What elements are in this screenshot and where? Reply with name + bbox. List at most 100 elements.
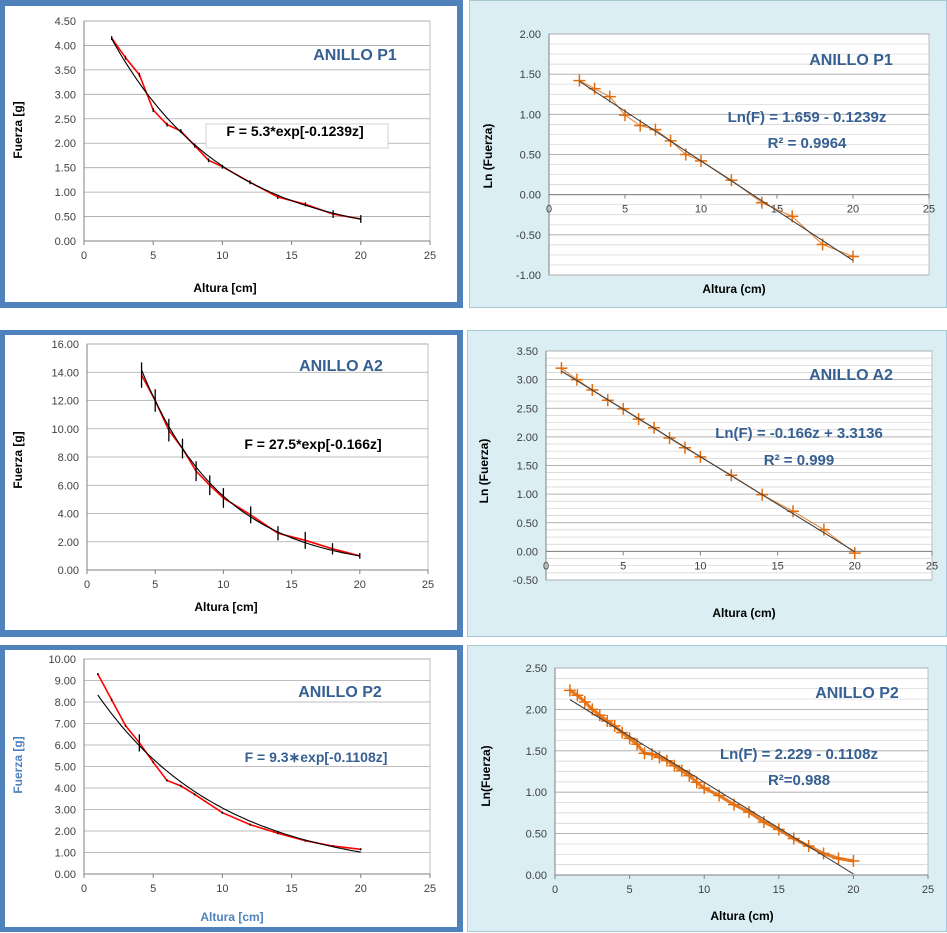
data-line	[111, 37, 361, 220]
x-tick-labels: 0 5 10 15 20 25	[81, 874, 436, 895]
r-squared: R² = 0.999	[764, 452, 834, 469]
regression-equation: Ln(F) = 2.229 - 0.1108z	[720, 746, 878, 763]
series-line	[561, 370, 856, 553]
series-fit	[97, 694, 361, 853]
y-tick-label: 2.00	[55, 138, 76, 150]
x-tick-label: 25	[926, 560, 938, 572]
x-tick-label: 25	[422, 579, 434, 591]
x-tick-label: 10	[698, 884, 710, 896]
chart-svg: -0.50 0.00 0.50 1.00 1.50 2.00 2.50 3.00 3.50 0 5 1…	[477, 346, 938, 620]
fit-equation: F = 27.5*exp[-0.166z]	[244, 436, 381, 452]
y-tick-label: 0.00	[58, 565, 79, 577]
regression-equation: Ln(F) = -0.166z + 3.3136	[715, 425, 883, 442]
x-tick-label: 5	[620, 560, 626, 572]
x-tick-label: 15	[285, 883, 297, 895]
chart-svg: 0.00 2.00 4.00 6.00 8.00 10.00 12.00 14.00 16.00…	[5, 335, 457, 630]
annotation-box	[205, 123, 389, 149]
y-tick-label: 6.00	[55, 740, 76, 752]
y-tick-label: 2.00	[58, 537, 79, 549]
x-tick-label: 15	[285, 250, 297, 262]
x-tick-label: 20	[849, 560, 861, 572]
y-axis-label: Ln(Fuerza)	[479, 745, 493, 806]
y-tick-label: 4.00	[55, 40, 76, 52]
gridlines	[555, 667, 928, 876]
x-tick-labels: 0 5 10 15 20 25	[552, 875, 934, 896]
x-tick-label: 0	[84, 579, 90, 591]
y-tick-label: 3.50	[55, 65, 76, 77]
chart-title: ANILLO A2	[299, 358, 383, 375]
y-tick-label: 0.00	[55, 236, 76, 248]
chart-panel-ln-p2: 0.00 0.50 1.00 1.50 2.00 2.50 0 5 10 15 20 25 ANILLO…	[467, 645, 947, 932]
y-tick-label: 1.00	[55, 848, 76, 860]
y-tick-label: 8.00	[55, 697, 76, 709]
x-tick-label: 5	[627, 884, 633, 896]
y-tick-label: 1.50	[55, 163, 76, 175]
y-tick-label: 4.00	[58, 509, 79, 521]
y-tick-labels: -0.50 0.00 0.50 1.00 1.50 2.00 2.50 3.00 3.50	[513, 346, 538, 587]
x-axis-label: Altura (cm)	[712, 606, 775, 620]
y-tick-label: 10.00	[48, 654, 76, 666]
y-tick-label: 6.00	[58, 480, 79, 492]
x-axis-label: Altura (cm)	[710, 909, 773, 923]
x-tick-labels: 0 5 10 15 20 25	[543, 551, 938, 572]
fit-equation: F = 5.3*exp[-0.1239z]	[226, 123, 363, 139]
x-tick-label: 25	[424, 250, 436, 262]
chart-title: ANILLO P2	[298, 684, 382, 701]
x-tick-label: 20	[355, 250, 367, 262]
x-tick-label: 20	[847, 204, 859, 216]
chart-svg: 0.00 0.50 1.00 1.50 2.00 2.50 3.00 3.50 4.00 4.50…	[5, 6, 457, 302]
fit-curve	[141, 369, 360, 557]
x-axis-label: Altura (cm)	[702, 282, 765, 296]
x-tick-label: 0	[552, 884, 558, 896]
chart-panel-ln-a2: -0.50 0.00 0.50 1.00 1.50 2.00 2.50 3.00 3.50 0 5 1…	[467, 330, 947, 637]
y-tick-label: 4.00	[55, 783, 76, 795]
y-tick-labels: -1.00 -0.50 0.00 0.50 1.00 1.50 2.00	[516, 29, 541, 282]
x-tick-label: 0	[543, 560, 549, 572]
y-tick-label: 8.00	[58, 452, 79, 464]
chart-svg: 0.00 1.00 2.00 3.00 4.00 5.00 6.00 7.00 8.00 9.00…	[5, 650, 457, 927]
y-tick-labels: 0.00 0.50 1.00 1.50 2.00 2.50 3.00 3.50 4.00 4.50	[55, 16, 76, 248]
data-line	[140, 374, 361, 557]
y-tick-label: 7.00	[55, 719, 76, 731]
x-tick-label: 25	[922, 884, 934, 896]
fit-curve	[97, 694, 361, 853]
chart-svg: -1.00-0.500.000.501.001.502.000 5 10 15 20 25…	[481, 29, 935, 296]
y-tick-label: 3.50	[517, 346, 538, 358]
fit-equation: F = 9.3∗exp[-0.1108z]	[245, 749, 388, 765]
y-tick-label: 0.50	[526, 829, 547, 841]
x-tick-label: 5	[150, 883, 156, 895]
x-tick-label: 5	[152, 579, 158, 591]
y-tick-label: 0.00	[517, 546, 538, 558]
y-tick-label: 4.50	[55, 16, 76, 28]
y-tick-labels: 0.00 0.50 1.00 1.50 2.00 2.50	[526, 663, 547, 882]
x-tick-label: 10	[216, 250, 228, 262]
data-line	[579, 80, 854, 258]
fit-curve	[111, 38, 361, 220]
y-tick-labels: 0.00 1.00 2.00 3.00 4.00 5.00 6.00 7.00 8.00 9.00…	[48, 654, 76, 881]
y-tick-label: 1.00	[520, 109, 541, 121]
trend-line	[569, 699, 854, 875]
y-tick-label: 0.50	[520, 150, 541, 162]
r-squared: R²=0.988	[768, 772, 830, 789]
chart-title: ANILLO P1	[809, 52, 893, 69]
y-tick-label: -0.50	[513, 575, 538, 587]
y-tick-label: 10.00	[51, 424, 79, 436]
x-tick-label: 0	[546, 204, 552, 216]
x-axis-label: Altura [cm]	[194, 600, 257, 614]
chart-title: ANILLO P1	[313, 47, 397, 64]
regression-equation: Ln(F) = 1.659 - 0.1239z	[728, 109, 887, 126]
y-tick-label: 1.50	[520, 69, 541, 81]
chart-panel-fuerza-p2: 0.00 1.00 2.00 3.00 4.00 5.00 6.00 7.00 8.00 9.00…	[0, 645, 463, 932]
x-axis-label: Altura [cm]	[200, 910, 263, 924]
x-tick-label: 15	[773, 884, 785, 896]
x-axis-label: Altura [cm]	[193, 281, 256, 295]
y-tick-label: 2.50	[517, 403, 538, 415]
trend-line	[561, 370, 856, 553]
y-axis-label: Fuerza [g]	[11, 431, 25, 488]
chart-panel-ln-p1: -1.00 -0.50 0.00 0.50 1.00 1.50 2.00 0 5 10 15 20 25…	[469, 0, 947, 308]
y-tick-label: -0.50	[516, 230, 541, 242]
y-tick-label: 0.50	[517, 518, 538, 530]
y-axis-label: Fuerza [g]	[11, 736, 25, 793]
y-tick-label: 1.00	[517, 489, 538, 501]
y-tick-label: 14.00	[51, 367, 79, 379]
